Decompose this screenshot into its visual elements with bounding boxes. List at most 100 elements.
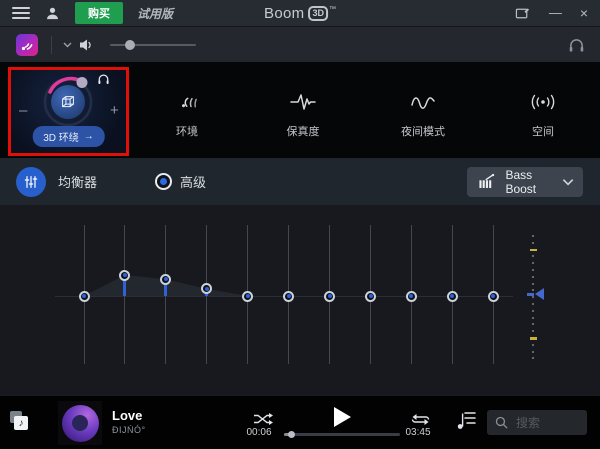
eq-band-knob[interactable] bbox=[487, 290, 499, 302]
intensity-knob[interactable] bbox=[40, 74, 96, 130]
progress-fill bbox=[284, 433, 291, 436]
tab-spatial[interactable]: 空间 bbox=[498, 89, 588, 139]
cube-3d-icon bbox=[51, 85, 85, 119]
minimize-button[interactable]: — bbox=[548, 5, 562, 20]
tab-night-mode-label: 夜间模式 bbox=[401, 126, 445, 138]
preamp-tick bbox=[532, 303, 534, 305]
eq-band-knob[interactable] bbox=[365, 290, 376, 302]
intensity-plus-button[interactable]: + bbox=[110, 102, 119, 119]
close-button[interactable]: × bbox=[579, 5, 588, 21]
preamp-tick bbox=[532, 262, 534, 265]
advanced-mode-label: 高级 bbox=[180, 175, 207, 190]
advanced-mode-radio[interactable]: 高级 bbox=[155, 172, 206, 191]
preamp-tick bbox=[532, 343, 534, 346]
eq-band-value-stem bbox=[123, 275, 127, 296]
headset-mini-icon bbox=[98, 74, 109, 84]
search-icon bbox=[495, 416, 508, 429]
mini-player-toggle[interactable]: ♪ bbox=[10, 411, 30, 431]
preamp-tick bbox=[532, 323, 534, 326]
preset-value: Bass Boost bbox=[505, 167, 537, 196]
eq-band-knob[interactable] bbox=[446, 290, 458, 302]
output-device-chevron-icon[interactable] bbox=[63, 42, 72, 48]
eq-band-knob[interactable] bbox=[283, 290, 295, 302]
tab-fidelity-label: 保真度 bbox=[286, 126, 320, 138]
speaker-icon[interactable] bbox=[79, 38, 95, 52]
preamp-level-mark bbox=[527, 293, 534, 296]
headphones-icon[interactable] bbox=[568, 37, 585, 53]
intensity-minus-button[interactable]: – bbox=[19, 102, 28, 119]
play-button[interactable] bbox=[334, 407, 351, 427]
surround-tile-annotated[interactable]: – + 3D 环绕 → bbox=[8, 67, 129, 156]
preamp-knob[interactable] bbox=[535, 288, 544, 300]
preamp-tick bbox=[532, 316, 534, 319]
track-title: Love bbox=[112, 408, 143, 423]
ambience-icon bbox=[142, 89, 232, 115]
shuffle-icon[interactable] bbox=[253, 412, 273, 426]
knob-handle bbox=[76, 77, 88, 88]
preamp-tick bbox=[532, 330, 534, 333]
trademark: ™ bbox=[328, 6, 336, 13]
eq-response-curve bbox=[84, 275, 494, 296]
search-input[interactable] bbox=[514, 414, 588, 431]
account-icon[interactable] bbox=[45, 6, 60, 21]
eq-band-value-stem bbox=[164, 279, 168, 296]
volume-slider[interactable] bbox=[110, 39, 196, 51]
window-controls: — × bbox=[515, 6, 588, 21]
preset-dropdown[interactable]: Bass Boost bbox=[467, 166, 583, 197]
tab-night-mode[interactable]: 夜间模式 bbox=[378, 89, 468, 139]
playlist-icon[interactable] bbox=[456, 409, 476, 431]
feedback-icon[interactable] bbox=[515, 6, 531, 21]
night-mode-icon bbox=[378, 89, 468, 115]
eq-band-knob[interactable] bbox=[119, 269, 131, 281]
preamp-tick bbox=[532, 296, 534, 299]
preamp-range-tick bbox=[529, 248, 537, 252]
buy-button[interactable]: 购买 bbox=[75, 2, 123, 24]
eq-panel bbox=[0, 205, 600, 395]
album-art[interactable] bbox=[58, 401, 102, 445]
equalizer-header: 均衡器 高级 Bass Boost bbox=[0, 158, 600, 205]
volume-bar bbox=[0, 26, 600, 62]
eq-band-knob[interactable] bbox=[242, 290, 254, 302]
progress-slider[interactable] bbox=[284, 430, 400, 438]
eq-band-knob[interactable] bbox=[405, 290, 417, 302]
preamp-tick bbox=[532, 269, 534, 271]
eq-band-knob[interactable] bbox=[324, 290, 336, 302]
fidelity-icon bbox=[258, 89, 348, 115]
arrow-right-icon: → bbox=[83, 131, 94, 142]
track-artist: ĐIJŃÓ° bbox=[112, 425, 146, 435]
eq-band-knob[interactable] bbox=[160, 273, 172, 285]
duration-time: 03:45 bbox=[405, 427, 431, 438]
menu-icon[interactable] bbox=[12, 7, 30, 19]
tab-ambience-label: 环境 bbox=[176, 126, 198, 138]
volume-slider-knob[interactable] bbox=[124, 39, 135, 50]
effects-strip: – + 3D 环绕 → 环境 bbox=[0, 62, 600, 158]
preamp-tick bbox=[532, 241, 534, 244]
tab-ambience[interactable]: 环境 bbox=[142, 89, 232, 139]
divider bbox=[51, 35, 52, 54]
preamp-tick bbox=[532, 275, 534, 278]
eq-band-knob[interactable] bbox=[78, 290, 90, 302]
volume-slider-track[interactable] bbox=[110, 43, 196, 46]
chevron-down-icon bbox=[562, 178, 574, 186]
equalizer-title: 均衡器 bbox=[58, 175, 98, 190]
logo-3d-badge: 3D bbox=[308, 5, 328, 21]
vinyl-disc bbox=[61, 404, 99, 442]
spatial-icon bbox=[498, 89, 588, 115]
radio-button[interactable] bbox=[155, 173, 173, 190]
preamp-tick bbox=[532, 350, 534, 353]
tab-fidelity[interactable]: 保真度 bbox=[258, 89, 348, 139]
preamp-range-tick bbox=[529, 337, 537, 340]
boom-app-icon[interactable] bbox=[16, 33, 38, 56]
preamp-tick bbox=[532, 255, 534, 258]
search-box[interactable] bbox=[487, 410, 588, 435]
progress-track[interactable] bbox=[284, 433, 400, 436]
eq-band-knob[interactable] bbox=[201, 283, 213, 295]
surround-3d-button[interactable]: 3D 环绕 → bbox=[32, 126, 105, 147]
repeat-icon[interactable] bbox=[410, 413, 431, 426]
progress-knob[interactable] bbox=[287, 431, 295, 438]
equalizer-icon[interactable] bbox=[16, 166, 46, 197]
logo-text: Boom bbox=[264, 4, 305, 22]
preset-drum-icon bbox=[479, 173, 495, 188]
preamp-tick bbox=[532, 309, 534, 312]
